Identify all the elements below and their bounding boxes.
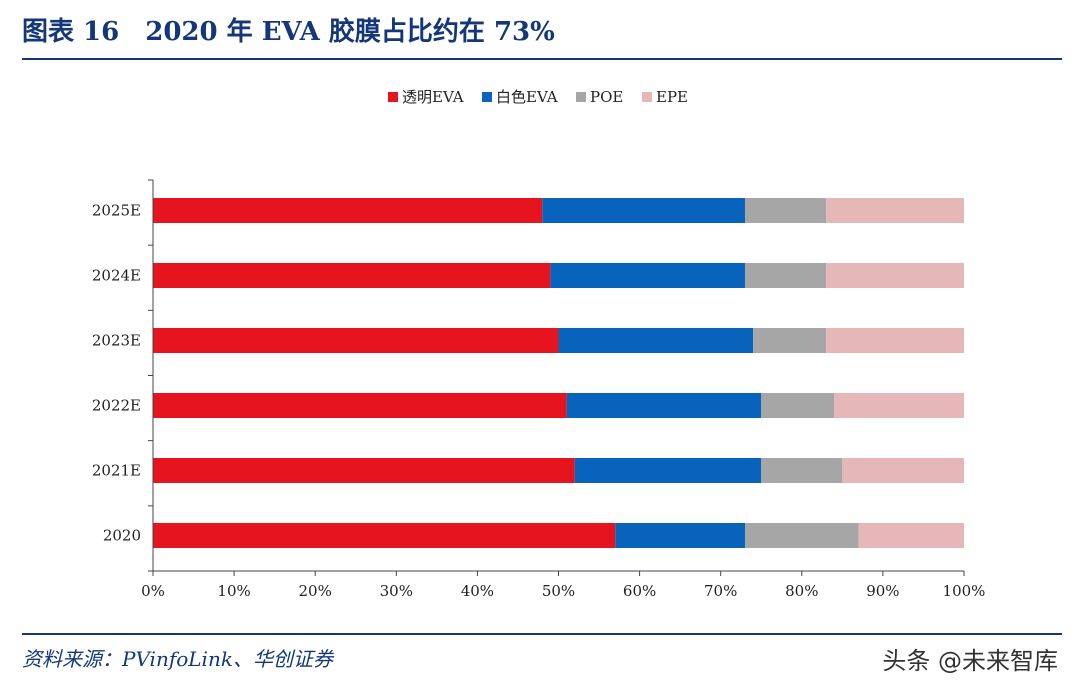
bar-2022E-0 (153, 393, 567, 418)
figure-number: 图表 16 (22, 17, 120, 47)
legend-label-0: 透明EVA (402, 88, 464, 106)
figure-footer: 资料来源：PVinfoLink、华创证券 头条 @未来智库 (22, 633, 1062, 679)
x-tick-label-1: 10% (217, 582, 250, 600)
bar-2020-0 (153, 523, 616, 548)
y-tick-label-2025E: 2025E (92, 202, 141, 220)
x-tick-label-9: 90% (866, 582, 899, 600)
bar-2023E-3 (826, 328, 964, 353)
legend-swatch-2 (576, 92, 586, 102)
bar-2025E-3 (826, 198, 964, 223)
x-tick-label-7: 70% (704, 582, 737, 600)
legend-swatch-1 (482, 92, 492, 102)
y-tick-label-2022E: 2022E (92, 397, 141, 415)
chart-axes: 2025E 2024E 2023E 2022E 2021E 2020 0% 10% 20% 30%… (92, 179, 986, 600)
bar-2024E-2 (745, 263, 827, 288)
bar-2023E-1 (558, 328, 754, 353)
bar-2020-1 (615, 523, 746, 548)
x-tick-label-2: 20% (299, 582, 332, 600)
x-tick-label-3: 30% (380, 582, 413, 600)
bar-2025E-2 (745, 198, 827, 223)
bar-2024E-0 (153, 263, 551, 288)
bar-2024E-1 (550, 263, 746, 288)
bar-2021E-0 (153, 458, 575, 483)
bar-2022E-2 (761, 393, 835, 418)
figure-header: 图表 16 2020 年 EVA 胶膜占比约在 73% (22, 14, 1062, 60)
figure-title: 2020 年 EVA 胶膜占比约在 73% (145, 17, 555, 47)
bar-2024E-3 (826, 263, 964, 288)
legend-label-1: 白色EVA (496, 88, 558, 106)
legend-swatch-3 (642, 92, 652, 102)
source-note: 资料来源：PVinfoLink、华创证券 (22, 647, 333, 671)
bar-2020-3 (858, 523, 964, 548)
x-tick-label-4: 40% (461, 582, 494, 600)
y-tick-label-2024E: 2024E (92, 267, 141, 285)
bar-2023E-0 (153, 328, 559, 353)
legend-label-2: POE (590, 88, 623, 106)
x-tick-label-6: 60% (623, 582, 656, 600)
chart-bars (153, 198, 964, 548)
bar-2022E-3 (834, 393, 964, 418)
watermark: 头条 @未来智库 (882, 647, 1058, 675)
bar-2021E-1 (574, 458, 762, 483)
bar-2021E-2 (761, 458, 843, 483)
bar-2020-2 (745, 523, 859, 548)
bar-2022E-1 (566, 393, 762, 418)
x-tick-label-8: 80% (785, 582, 818, 600)
chart-legend: 透明EVA 白色EVA POE EPE (388, 88, 688, 106)
x-tick-label-5: 50% (542, 582, 575, 600)
x-tick-label-0: 0% (141, 582, 165, 600)
bar-2023E-2 (753, 328, 827, 353)
legend-label-3: EPE (656, 88, 688, 106)
y-tick-label-2023E: 2023E (92, 332, 141, 350)
y-tick-label-2021E: 2021E (92, 462, 141, 480)
bar-2021E-3 (842, 458, 964, 483)
y-tick-label-2020: 2020 (103, 527, 141, 545)
x-tick-label-10: 100% (943, 582, 986, 600)
bar-2025E-1 (542, 198, 746, 223)
legend-swatch-0 (388, 92, 398, 102)
bar-2025E-0 (153, 198, 543, 223)
